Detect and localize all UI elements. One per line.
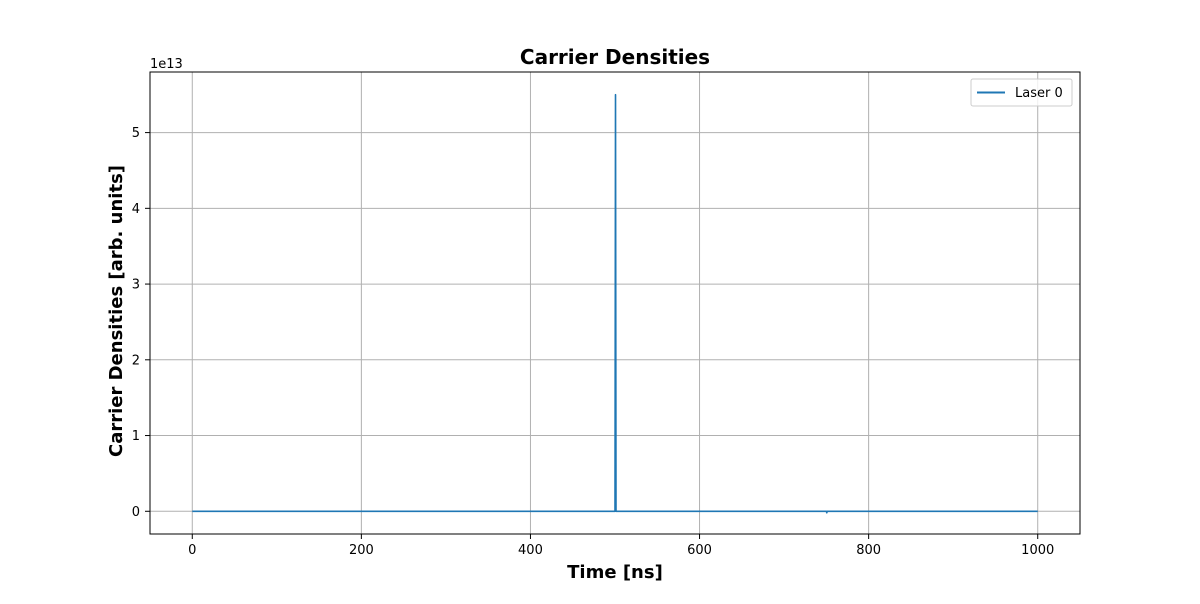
x-tick-label: 200 (349, 543, 374, 558)
y-tick-label: 1 (132, 429, 140, 444)
y-axis-label: Carrier Densities [arb. units] (106, 165, 127, 457)
y-tick-label: 3 (132, 278, 140, 293)
y-axis-offset-label: 1e13 (150, 57, 183, 72)
legend-box (970, 78, 1073, 107)
x-tick-label: 600 (687, 543, 712, 558)
y-tick-label: 0 (132, 505, 140, 520)
legend-label: Laser 0 (1015, 86, 1063, 101)
x-tick-label: 800 (856, 543, 881, 558)
x-tick-label: 0 (188, 543, 196, 558)
series-layer (192, 93, 1038, 514)
plot-area (149, 71, 1081, 535)
y-tick-label: 2 (132, 353, 140, 368)
y-tick-label: 4 (132, 202, 140, 217)
x-tick-label: 400 (518, 543, 543, 558)
series-line (192, 93, 1038, 514)
ticks: 0 200 400 600 800 1000 0 1 2 3 4 5 (132, 126, 1055, 558)
y-tick-label: 5 (132, 126, 140, 141)
x-tick-label: 1000 (1021, 543, 1054, 558)
x-axis-label: Time [ns] (567, 562, 663, 583)
chart-title: Carrier Densities (520, 45, 710, 69)
legend: Laser 0 (970, 78, 1073, 107)
